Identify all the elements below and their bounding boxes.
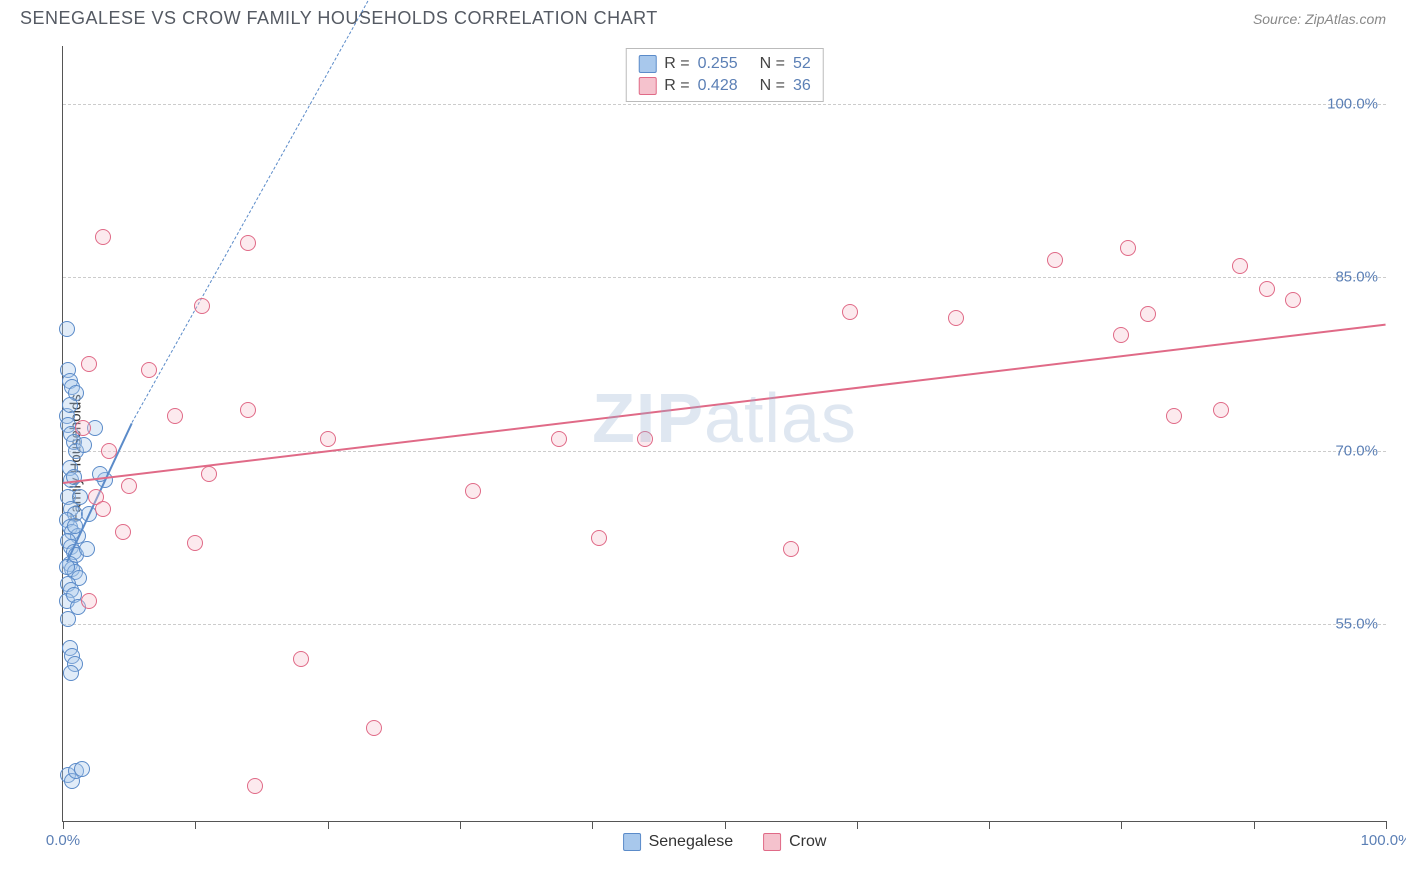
data-point [141,362,157,378]
watermark: ZIPatlas [592,378,857,458]
stat-label: R = [664,55,689,73]
data-point [240,402,256,418]
stats-row: R = 0.428 N = 36 [638,75,811,97]
legend-item: Senegalese [623,833,734,851]
data-point [591,530,607,546]
x-tick [725,821,726,829]
data-point [465,483,481,499]
stat-value: 52 [793,55,811,73]
x-tick-label: 0.0% [46,832,80,849]
data-point [1232,258,1248,274]
stat-label: R = [664,77,689,95]
data-point [81,593,97,609]
data-point [167,408,183,424]
y-tick-label: 55.0% [1335,616,1378,633]
stats-legend: R = 0.255 N = 52 R = 0.428 N = 36 [625,48,824,102]
data-point [81,356,97,372]
data-point [783,541,799,557]
gridline [63,277,1386,278]
series-swatch [638,55,656,73]
source-label: Source: ZipAtlas.com [1253,11,1386,27]
series-legend: Senegalese Crow [623,833,827,851]
plot-area: ZIPatlas R =0.255N =52R =0.428N =36 Sene… [62,46,1386,822]
data-point [1140,306,1156,322]
data-point [59,321,75,337]
data-point [551,431,567,447]
data-point [366,720,382,736]
data-point [187,535,203,551]
y-tick-label: 100.0% [1327,95,1378,112]
stat-value: 36 [793,77,811,95]
x-tick-label: 100.0% [1361,832,1406,849]
data-point [240,235,256,251]
x-tick [63,821,64,829]
data-point [637,431,653,447]
data-point [63,665,79,681]
gridline [63,624,1386,625]
x-tick [1386,821,1387,829]
x-tick [1254,821,1255,829]
gridline [63,104,1386,105]
data-point [101,443,117,459]
data-point [95,501,111,517]
data-point [74,761,90,777]
data-point [201,466,217,482]
data-point [95,229,111,245]
stat-value: 0.428 [698,77,738,95]
data-point [1285,292,1301,308]
x-tick [328,821,329,829]
gridline [63,451,1386,452]
chart-container: Family Households ZIPatlas R =0.255N =52… [16,40,1390,876]
stat-label: N = [760,55,785,73]
x-tick [857,821,858,829]
data-point [75,420,91,436]
data-point [842,304,858,320]
data-point [1213,402,1229,418]
legend-label: Crow [789,833,826,851]
trend-line [131,0,407,423]
series-swatch [763,833,781,851]
chart-title: SENEGALESE VS CROW FAMILY HOUSEHOLDS COR… [20,8,658,29]
trend-line [63,324,1386,484]
data-point [1166,408,1182,424]
data-point [72,489,88,505]
legend-item: Crow [763,833,826,851]
data-point [320,431,336,447]
x-tick [1121,821,1122,829]
y-tick-label: 85.0% [1335,269,1378,286]
data-point [1113,327,1129,343]
data-point [62,397,78,413]
x-tick [460,821,461,829]
data-point [115,524,131,540]
x-tick [989,821,990,829]
x-tick [592,821,593,829]
series-swatch [638,77,656,95]
data-point [79,541,95,557]
legend-label: Senegalese [649,833,734,851]
stat-label: N = [760,77,785,95]
data-point [1259,281,1275,297]
series-swatch [623,833,641,851]
data-point [121,478,137,494]
data-point [1120,240,1136,256]
data-point [247,778,263,794]
data-point [76,437,92,453]
data-point [293,651,309,667]
data-point [1047,252,1063,268]
data-point [194,298,210,314]
stat-value: 0.255 [698,55,738,73]
y-tick-label: 70.0% [1335,442,1378,459]
x-tick [195,821,196,829]
data-point [948,310,964,326]
stats-row: R = 0.255 N = 52 [638,53,811,75]
